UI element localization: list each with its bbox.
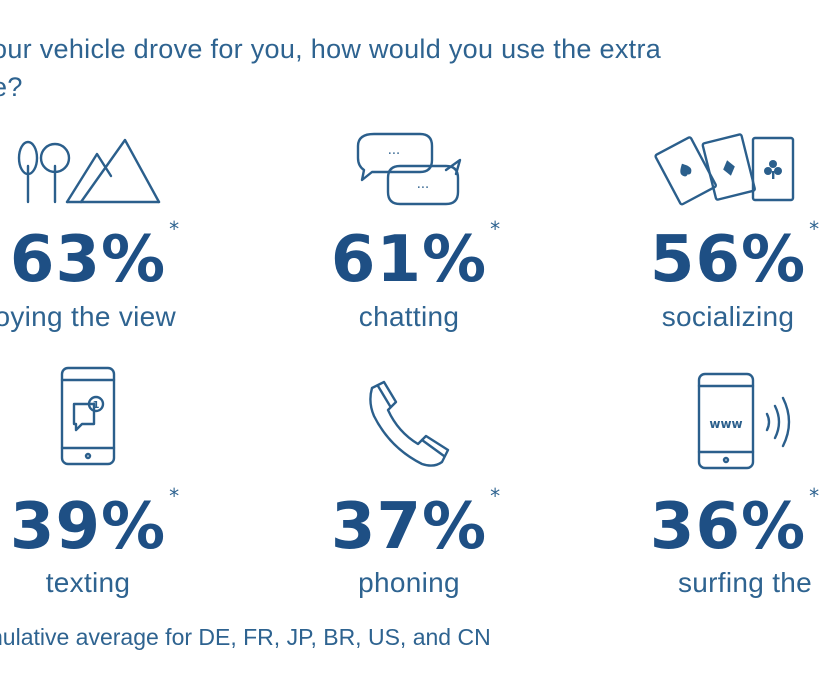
stat-label: chatting bbox=[358, 301, 460, 332]
asterisk: * bbox=[169, 217, 181, 241]
chat-dots: ... bbox=[388, 143, 400, 158]
stat-label: joying the view bbox=[0, 301, 177, 332]
playing-cards-icon bbox=[653, 124, 803, 210]
notification-count: 1 bbox=[93, 400, 100, 411]
asterisk: * bbox=[490, 484, 502, 508]
stat-percent: 39% * bbox=[9, 484, 181, 564]
survey-question: our vehicle drove for you, how would you… bbox=[0, 34, 662, 102]
stat-label: texting bbox=[45, 567, 131, 598]
stat-chatting: ... ... 61% * chatting bbox=[279, 0, 539, 340]
stat-enjoying-the-view: 63% * joying the view bbox=[0, 0, 218, 340]
stat-phoning: 37% * phoning bbox=[279, 0, 539, 610]
stat-label: socializing bbox=[661, 301, 795, 332]
chat-dots: ... bbox=[417, 177, 429, 192]
stat-label: phoning bbox=[358, 567, 460, 598]
stat-percent: 37% * bbox=[330, 484, 502, 564]
stat-texting: 1 39% * texting bbox=[0, 0, 218, 610]
speech-bubbles-icon: ... ... bbox=[354, 130, 464, 212]
stat-percent: 61% * bbox=[330, 217, 502, 297]
stat-percent: 63% * bbox=[9, 217, 181, 297]
asterisk: * bbox=[809, 484, 820, 508]
asterisk: * bbox=[809, 217, 820, 241]
stat-label: surfing the we bbox=[678, 567, 820, 598]
stat-socializing: 56% * socializing bbox=[598, 0, 820, 340]
smartphone-message-icon: 1 bbox=[58, 364, 118, 468]
asterisk: * bbox=[169, 484, 181, 508]
www-text: www bbox=[709, 417, 742, 431]
trees-mountains-icon bbox=[11, 136, 161, 204]
asterisk: * bbox=[490, 217, 502, 241]
footnote: nulative average for DE, FR, JP, BR, US,… bbox=[0, 624, 491, 650]
stat-surfing-the-web: www 36%* surfing the we bbox=[598, 0, 820, 610]
stat-percent: 36% * bbox=[649, 484, 820, 564]
smartphone-www-icon: www bbox=[695, 370, 805, 472]
telephone-handset-icon bbox=[364, 378, 454, 470]
stat-percent: 56% * bbox=[649, 217, 820, 297]
